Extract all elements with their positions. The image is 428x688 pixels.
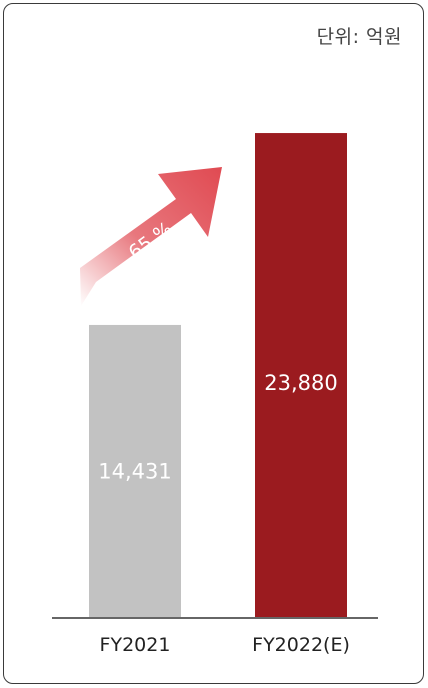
bar-value-label: 14,431	[98, 459, 171, 483]
bar-value-label: 23,880	[264, 371, 337, 395]
growth-arrow: 65 %	[80, 167, 222, 306]
x-tick-label: FY2021	[100, 634, 171, 656]
unit-label: 단위: 억원	[316, 26, 402, 48]
chart-frame	[3, 3, 424, 684]
bar-fy2021	[89, 324, 181, 618]
bar-fy2022-e	[255, 133, 347, 618]
growth-arrow-shape	[80, 167, 222, 306]
x-tick-label: FY2022(E)	[252, 634, 350, 656]
